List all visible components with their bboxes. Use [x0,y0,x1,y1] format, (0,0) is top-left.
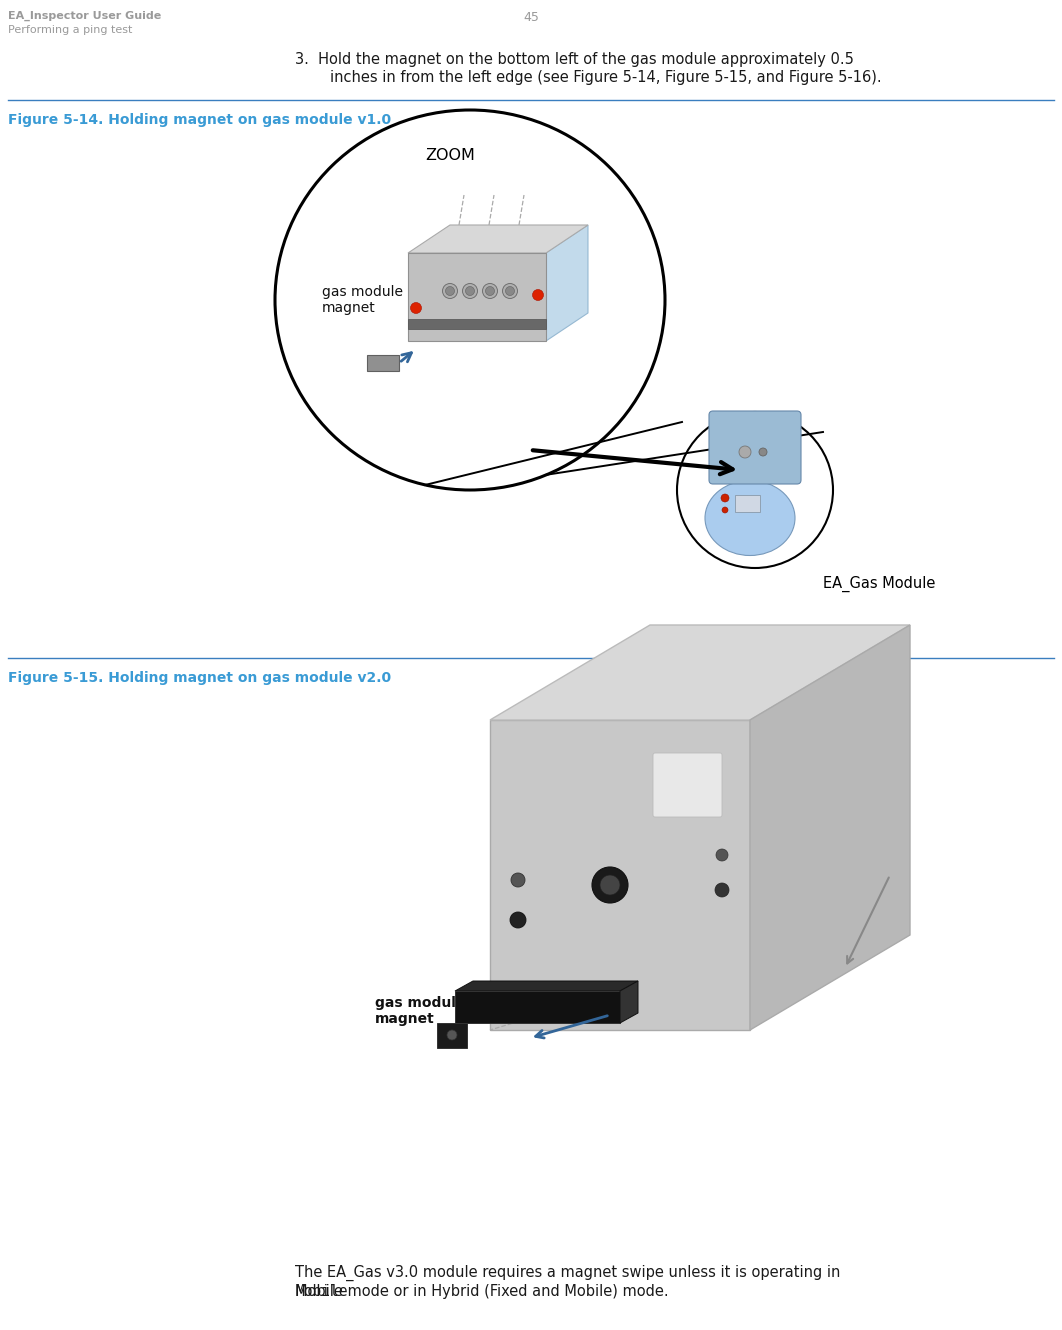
Circle shape [721,493,729,501]
Circle shape [482,283,497,298]
Circle shape [506,286,514,295]
Circle shape [739,446,751,458]
Circle shape [411,302,422,314]
Circle shape [600,875,620,895]
Text: Figure 5-15. Holding magnet on gas module v2.0: Figure 5-15. Holding magnet on gas modul… [8,672,391,685]
Text: Mobile mode or in Hybrid (Fixed and Mobile) mode.: Mobile mode or in Hybrid (Fixed and Mobi… [295,1283,669,1299]
Circle shape [462,283,478,298]
Circle shape [715,883,729,896]
Polygon shape [490,720,750,1029]
Text: EA_Inspector User Guide: EA_Inspector User Guide [8,11,161,21]
Polygon shape [750,625,910,1029]
Polygon shape [408,319,546,329]
Circle shape [485,286,495,295]
Text: The EA_Gas v3.0 module requires a magnet swipe unless it is operating in: The EA_Gas v3.0 module requires a magnet… [295,1265,840,1281]
Polygon shape [455,982,638,991]
Polygon shape [490,625,910,720]
Circle shape [532,290,544,301]
Circle shape [447,1029,457,1040]
Polygon shape [408,225,588,253]
FancyBboxPatch shape [709,411,801,484]
Circle shape [465,286,475,295]
Ellipse shape [705,480,795,556]
Text: ZOOM: ZOOM [425,148,475,164]
Text: gas module
magnet: gas module magnet [375,996,465,1027]
Text: 45: 45 [524,11,538,24]
Circle shape [722,507,727,513]
Circle shape [759,448,767,456]
Polygon shape [436,1023,467,1048]
Circle shape [511,872,525,887]
Circle shape [510,912,526,928]
Polygon shape [546,225,588,340]
Polygon shape [367,355,399,371]
Text: Mobile: Mobile [295,1283,347,1299]
Text: inches in from the left edge (see Figure 5-14, Figure 5-15, and Figure 5-16).: inches in from the left edge (see Figure… [330,70,881,85]
Text: Performing a ping test: Performing a ping test [8,25,133,35]
Text: EA_Gas Module: EA_Gas Module [823,576,936,592]
Circle shape [502,283,517,298]
Polygon shape [455,991,620,1023]
Circle shape [592,867,628,903]
Text: 3.  Hold the magnet on the bottom left of the gas module approximately 0.5: 3. Hold the magnet on the bottom left of… [295,52,854,66]
Circle shape [445,286,455,295]
Circle shape [443,283,458,298]
Circle shape [716,849,727,861]
Polygon shape [620,982,638,1023]
Text: gas module
magnet: gas module magnet [322,285,402,315]
Polygon shape [735,495,760,512]
Polygon shape [408,253,546,340]
FancyBboxPatch shape [653,753,722,817]
Text: Figure 5-14. Holding magnet on gas module v1.0: Figure 5-14. Holding magnet on gas modul… [8,113,391,126]
